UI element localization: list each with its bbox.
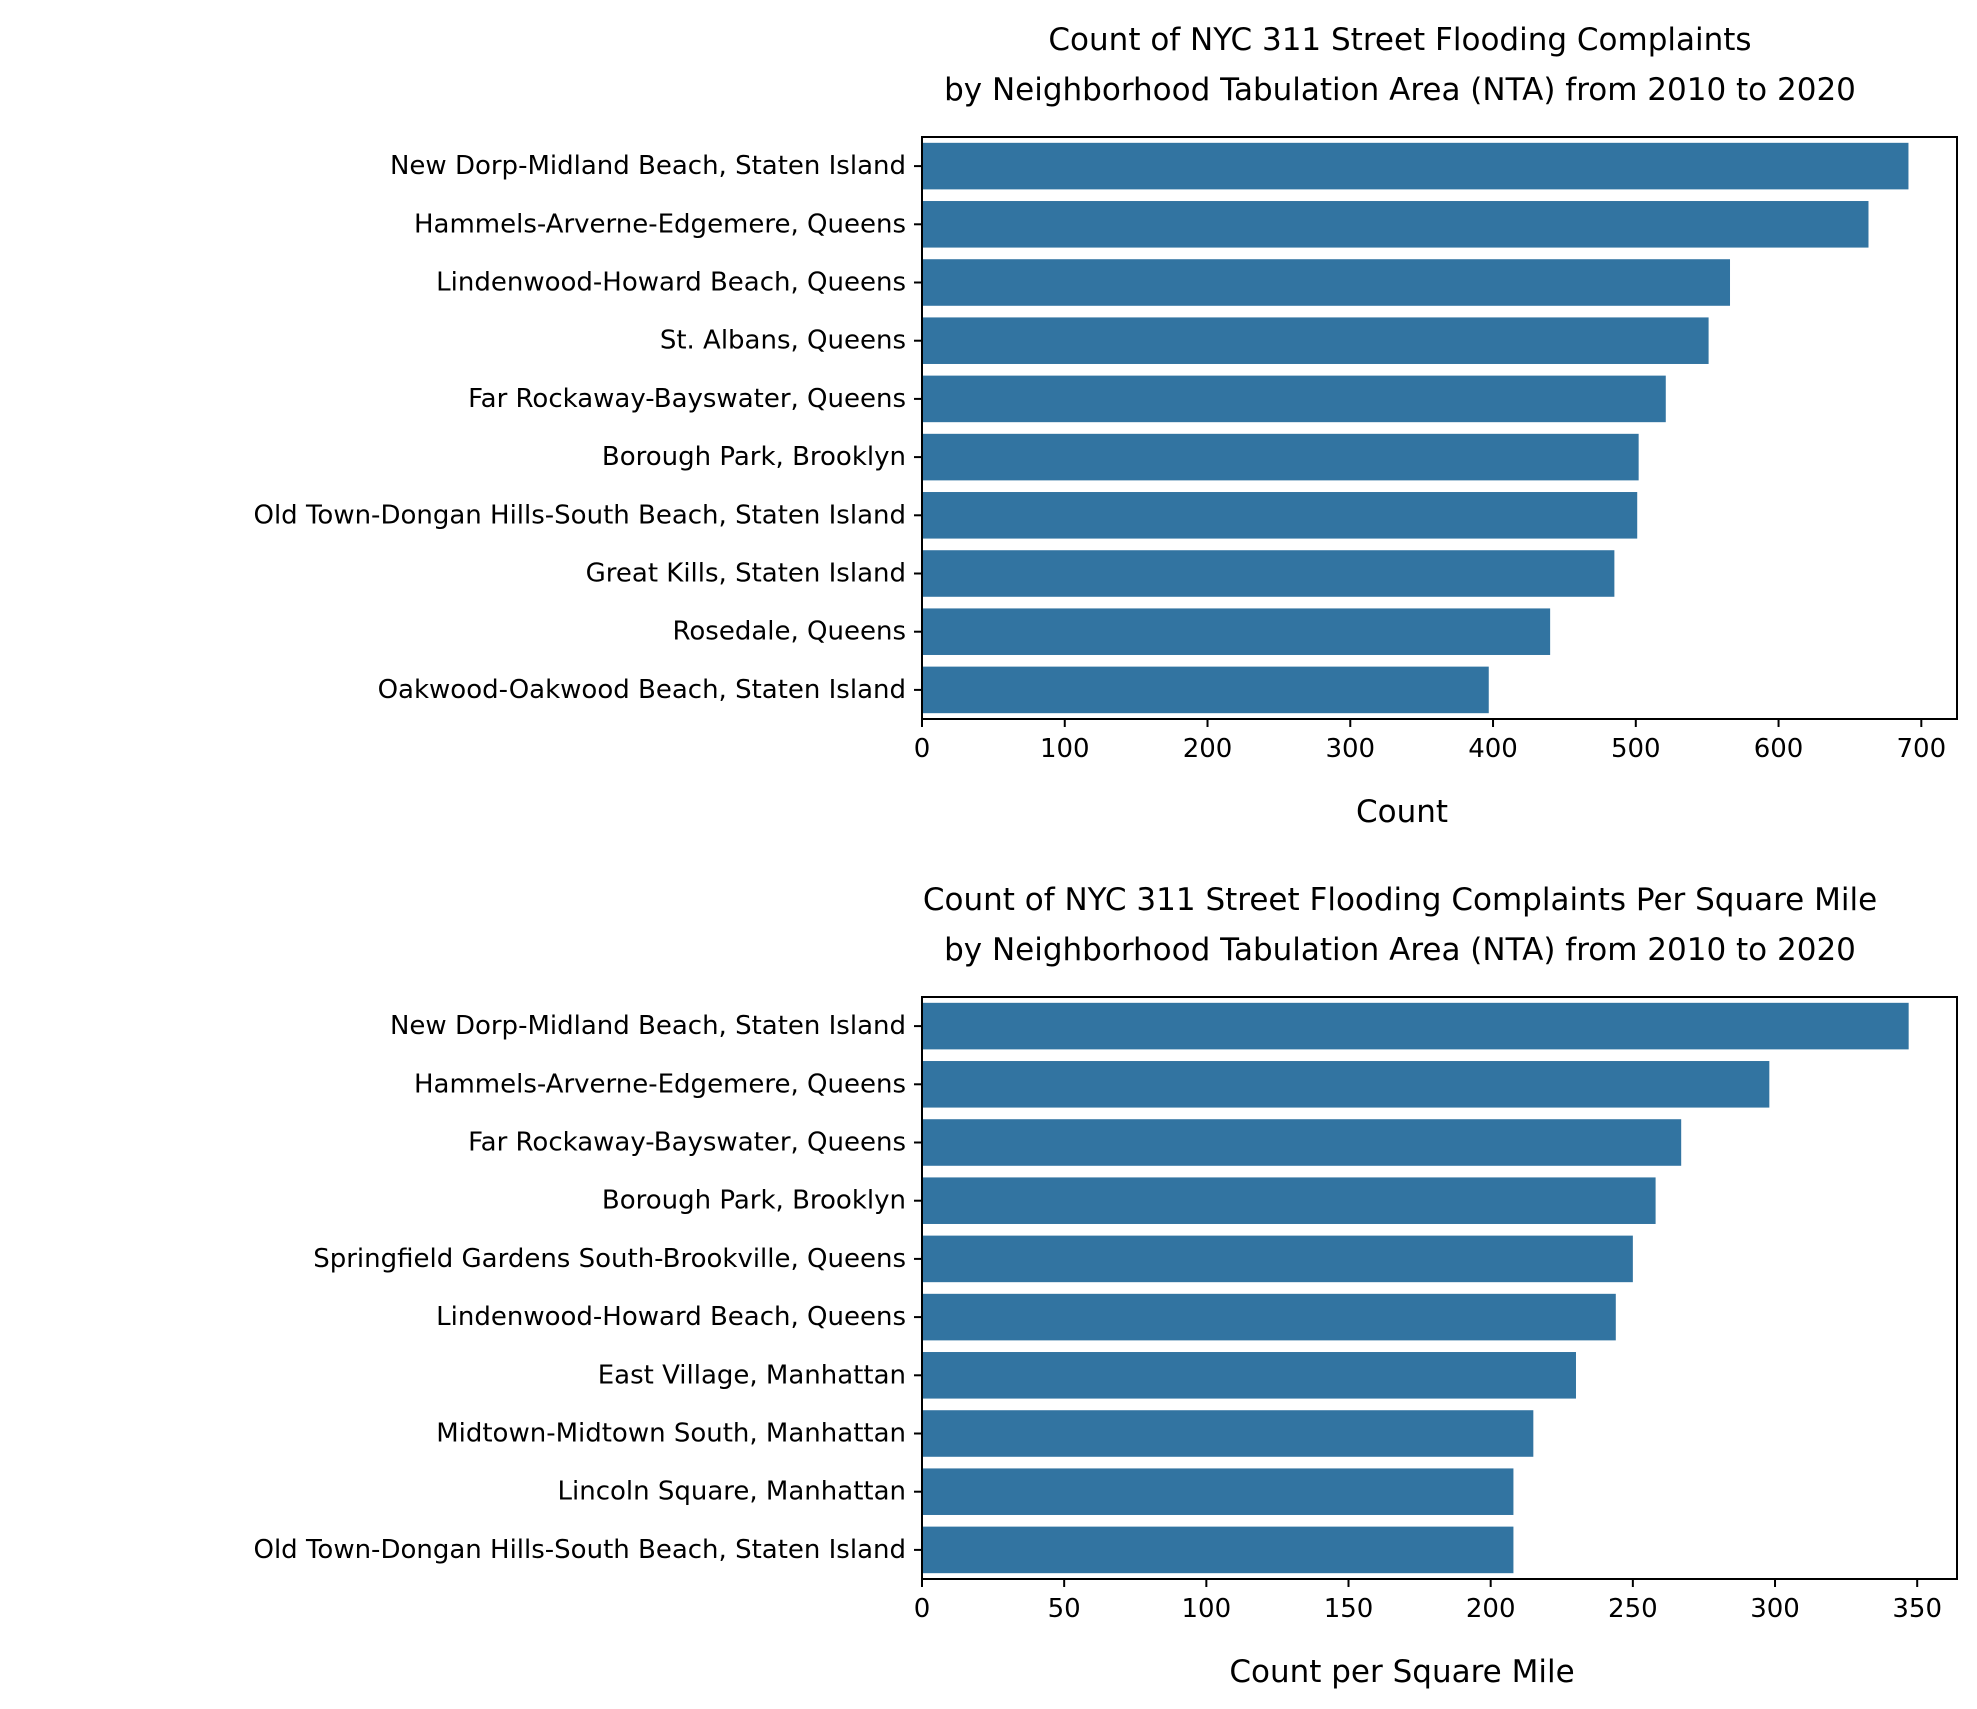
- category-label: Hammels-Arverne-Edgemere, Queens: [414, 1069, 906, 1099]
- chart-title-line-2: by Neighborhood Tabulation Area (NTA) fr…: [944, 932, 1856, 968]
- x-tick-label: 300: [1750, 1594, 1800, 1624]
- category-label: Old Town-Dongan Hills-South Beach, State…: [253, 500, 906, 530]
- x-tick-label: 600: [1754, 734, 1804, 764]
- x-tick-label: 50: [1048, 1594, 1081, 1624]
- bar: [922, 1293, 1616, 1341]
- category-label: St. Albans, Queens: [660, 326, 906, 356]
- x-tick-label: 500: [1611, 734, 1661, 764]
- plot-frame: [921, 136, 1958, 720]
- bar: [922, 201, 1869, 248]
- category-label: Midtown-Midtown South, Manhattan: [436, 1419, 906, 1449]
- x-tick-label: 200: [1466, 1594, 1516, 1624]
- category-label: East Village, Manhattan: [598, 1360, 906, 1390]
- category-label: Great Kills, Staten Island: [586, 559, 906, 589]
- x-tick-label: 0: [914, 734, 931, 764]
- bar-group: [922, 142, 1909, 714]
- bar: [922, 1526, 1514, 1574]
- bar: [922, 550, 1615, 597]
- x-axis-label: Count: [1356, 794, 1448, 830]
- category-label: Rosedale, Queens: [673, 617, 907, 647]
- x-tick-label: 400: [1468, 734, 1518, 764]
- category-label: Old Town-Dongan Hills-South Beach, State…: [253, 1535, 906, 1565]
- category-label: Borough Park, Brooklyn: [602, 442, 906, 472]
- bar-group: [922, 1002, 1909, 1574]
- chart-title-line-1: Count of NYC 311 Street Flooding Complai…: [1048, 22, 1751, 58]
- x-axis-ticks: 0 50 100 150 200 250 300 350: [914, 1579, 1942, 1624]
- bar: [922, 1002, 1909, 1050]
- category-label: Springfield Gardens South-Brookville, Qu…: [313, 1244, 906, 1274]
- chart-complaints-per-square-mile: Count of NYC 311 Street Flooding Complai…: [253, 882, 1958, 1690]
- category-label: Lincoln Square, Manhattan: [558, 1477, 906, 1507]
- category-label: Hammels-Arverne-Edgemere, Queens: [414, 209, 906, 239]
- bar: [922, 1468, 1514, 1515]
- category-label: New Dorp-Midland Beach, Staten Island: [390, 1011, 906, 1041]
- bar: [922, 1061, 1770, 1108]
- bar: [922, 1119, 1682, 1166]
- bar: [922, 375, 1666, 423]
- category-label: Lindenwood-Howard Beach, Queens: [436, 1302, 906, 1332]
- x-tick-label: 100: [1040, 734, 1090, 764]
- bar: [922, 608, 1551, 655]
- category-label: Oakwood-Oakwood Beach, Staten Island: [378, 675, 906, 705]
- category-label: Borough Park, Brooklyn: [602, 1186, 906, 1216]
- bar: [922, 492, 1638, 539]
- bar: [922, 433, 1639, 481]
- x-tick-label: 700: [1896, 734, 1946, 764]
- bar: [922, 142, 1909, 190]
- category-label: Far Rockaway-Bayswater, Queens: [468, 1128, 906, 1158]
- bar: [922, 1410, 1534, 1457]
- plot-frame: [921, 996, 1958, 1580]
- x-tick-label: 300: [1325, 734, 1375, 764]
- bar: [922, 1352, 1576, 1399]
- x-tick-label: 250: [1608, 1594, 1658, 1624]
- category-label: New Dorp-Midland Beach, Staten Island: [390, 151, 906, 181]
- x-tick-label: 350: [1892, 1594, 1942, 1624]
- category-labels: New Dorp-Midland Beach, Staten Island Ham…: [253, 151, 922, 705]
- x-tick-label: 150: [1324, 1594, 1374, 1624]
- x-axis-label: Count per Square Mile: [1229, 1654, 1574, 1690]
- x-axis-ticks: 0 100 200 300 400 500 600 700: [914, 719, 1946, 764]
- x-tick-label: 100: [1182, 1594, 1232, 1624]
- chart-title-line-2: by Neighborhood Tabulation Area (NTA) fr…: [944, 72, 1856, 108]
- x-tick-label: 0: [914, 1594, 931, 1624]
- bar: [922, 1235, 1633, 1283]
- category-label: Far Rockaway-Bayswater, Queens: [468, 384, 906, 414]
- bar: [922, 317, 1709, 364]
- bar: [922, 666, 1489, 714]
- category-labels: New Dorp-Midland Beach, Staten Island Ham…: [253, 1011, 922, 1565]
- category-label: Lindenwood-Howard Beach, Queens: [436, 268, 906, 298]
- bar: [922, 1177, 1656, 1224]
- chart-title-line-1: Count of NYC 311 Street Flooding Complai…: [923, 882, 1877, 918]
- x-tick-label: 200: [1183, 734, 1233, 764]
- bar: [922, 259, 1731, 306]
- chart-complaint-count: Count of NYC 311 Street Flooding Complai…: [253, 22, 1958, 830]
